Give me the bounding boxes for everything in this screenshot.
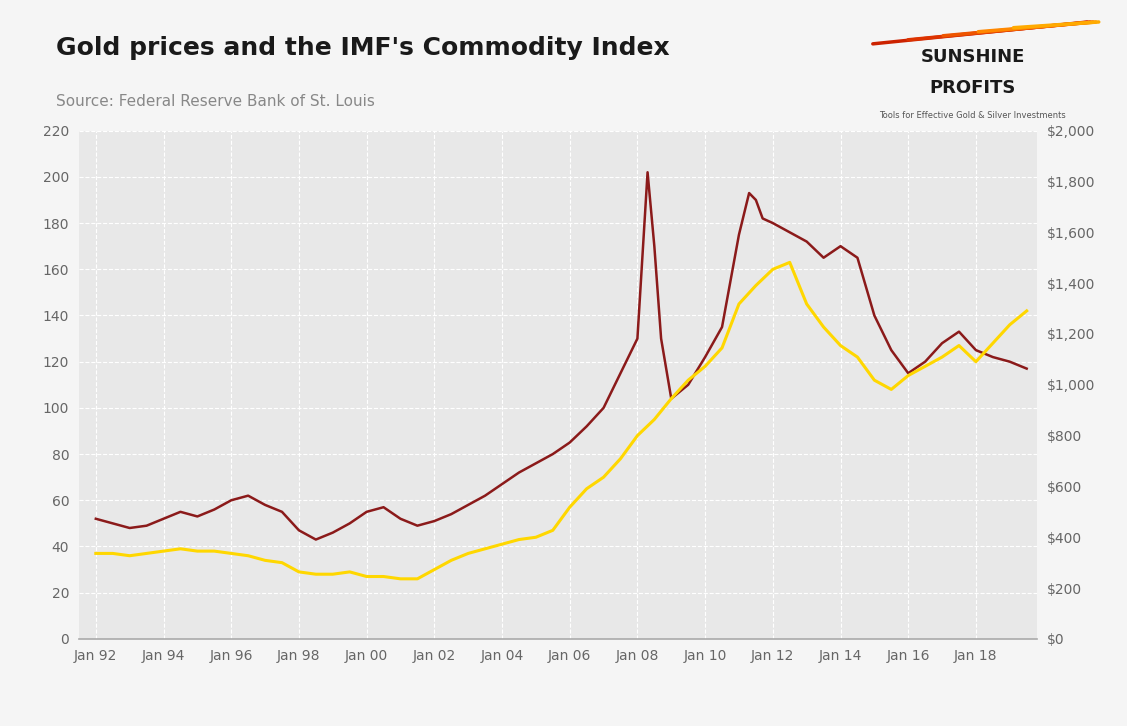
Text: Gold prices and the IMF's Commodity Index: Gold prices and the IMF's Commodity Inde… [56,36,669,60]
Text: SUNSHINE: SUNSHINE [921,49,1024,66]
Text: Source: Federal Reserve Bank of St. Louis: Source: Federal Reserve Bank of St. Loui… [56,94,375,110]
Text: Tools for Effective Gold & Silver Investments: Tools for Effective Gold & Silver Invest… [879,111,1066,120]
Text: PROFITS: PROFITS [930,79,1015,97]
